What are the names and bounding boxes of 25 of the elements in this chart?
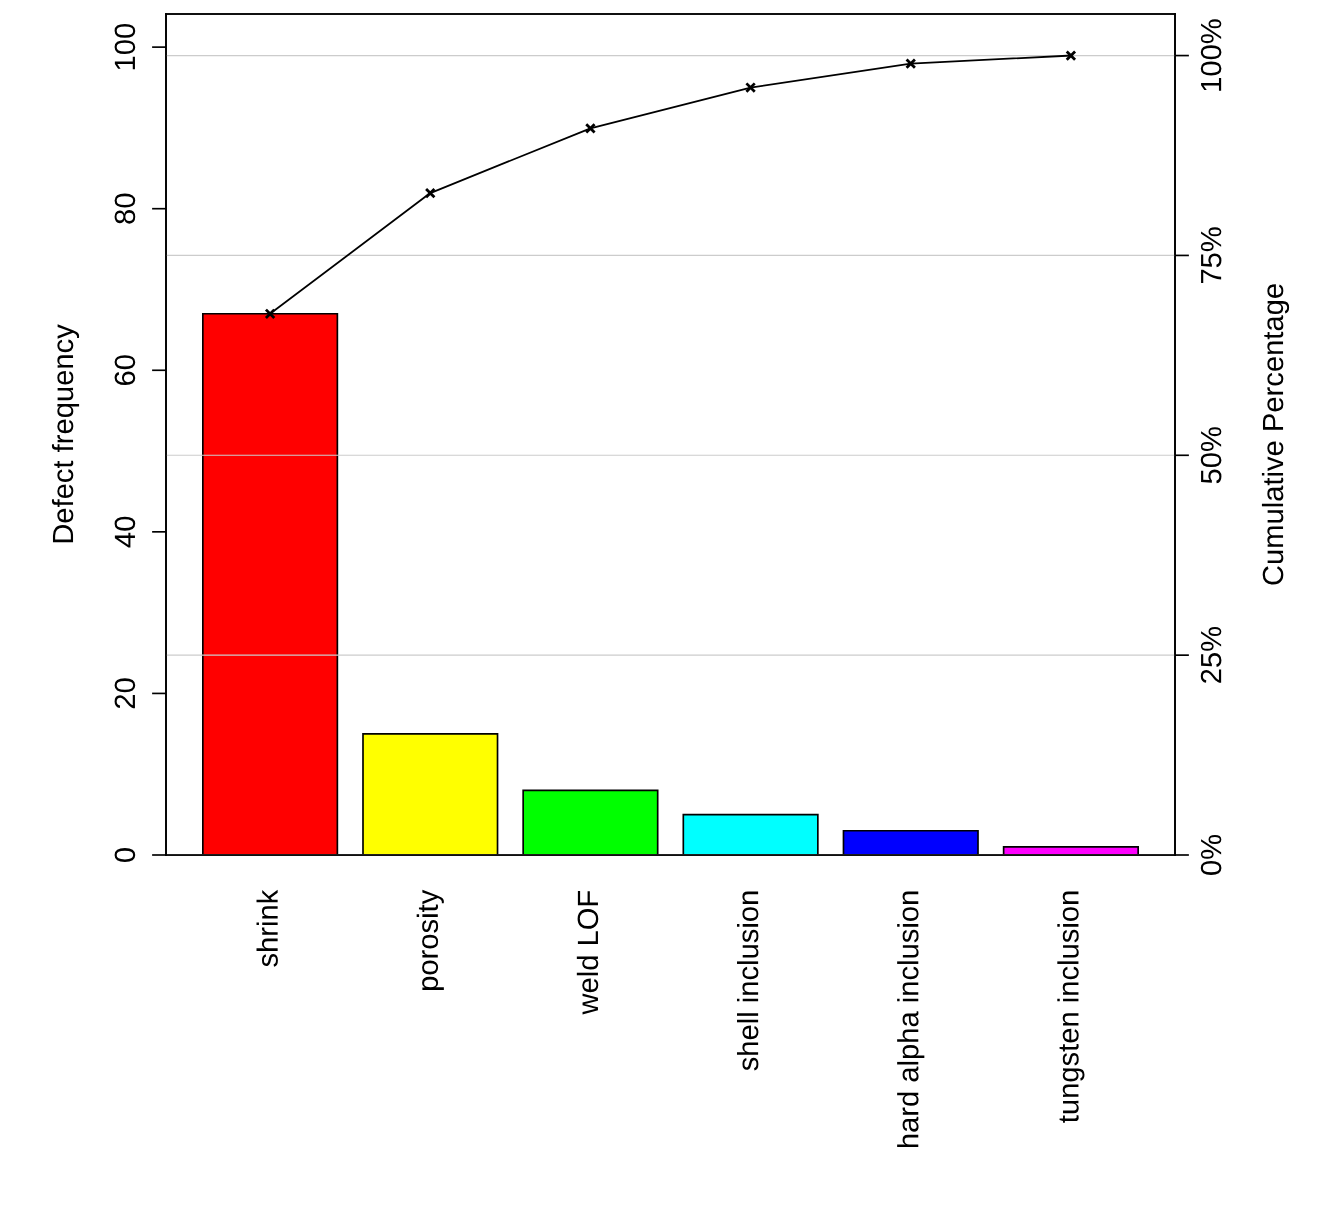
y2-tick-label: 100%: [1200, 19, 1222, 91]
y2-axis-title: Cumulative Percentage: [1261, 284, 1290, 585]
point: [584, 122, 596, 134]
y-axis-title: Defect frequency: [51, 324, 80, 543]
y-tick-label: 60: [114, 355, 136, 386]
y2-tick-label: 75%: [1200, 227, 1222, 284]
x-tick-label: porosity: [416, 889, 444, 990]
y-tick-label: 40: [114, 516, 136, 548]
point: [1065, 50, 1077, 62]
y-tick-label: 100: [114, 23, 136, 70]
y2-tick-label: 0%: [1200, 834, 1222, 875]
y2-tick-label: 50%: [1200, 427, 1222, 484]
point: [264, 308, 276, 320]
x-tick-label: shell inclusion: [736, 891, 759, 1071]
y-tick-label: 0: [114, 848, 136, 862]
y-tick-label: 80: [114, 193, 136, 224]
x-tick-label: tungsten inclusion: [1057, 891, 1085, 1123]
point: [745, 81, 757, 94]
x-tick-label: weld LOF: [576, 890, 599, 1015]
y2-tick-label: 25%: [1200, 626, 1222, 683]
point: [905, 58, 917, 70]
y-tick-label: 20: [114, 678, 136, 709]
x-tick-label: shrink: [256, 889, 278, 967]
point: [424, 187, 436, 199]
x-tick-label: hard alpha inclusion: [897, 891, 925, 1148]
